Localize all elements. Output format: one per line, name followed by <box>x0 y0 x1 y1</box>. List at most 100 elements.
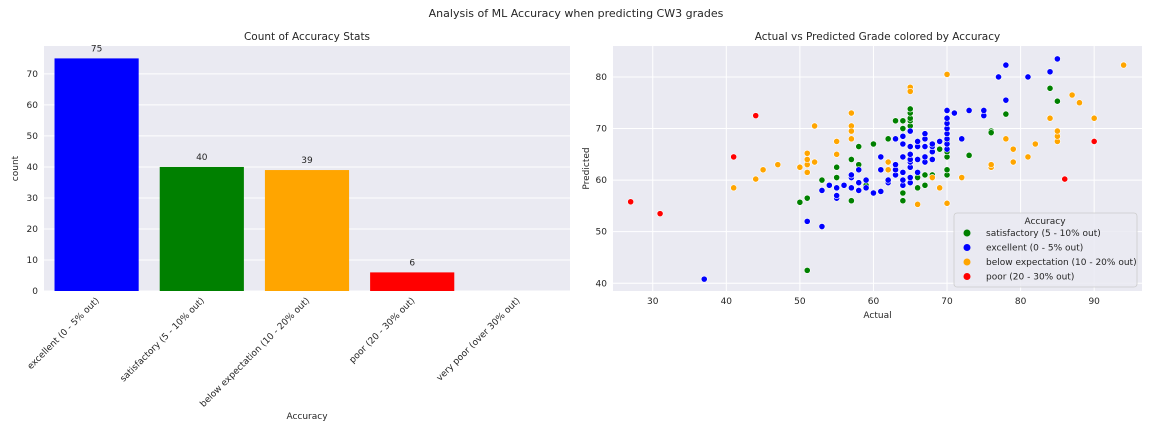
scatter-x-tick-label: 80 <box>1015 297 1027 307</box>
scatter-y-tick-label: 40 <box>596 279 608 289</box>
scatter-point <box>877 188 885 195</box>
scatter-point <box>906 174 914 181</box>
bar-y-tick-label: 70 <box>27 70 39 80</box>
scatter-point <box>1090 138 1098 145</box>
scatter-point <box>1046 84 1054 92</box>
scatter-point <box>833 138 841 145</box>
scatter-point <box>928 174 936 181</box>
bar-x-tick-label: poor (20 - 30% out) <box>348 296 418 366</box>
scatter-point <box>943 107 951 114</box>
scatter-point <box>847 171 855 179</box>
legend-marker <box>963 229 971 237</box>
scatter-y-tick-label: 70 <box>596 125 608 135</box>
bar <box>264 170 350 291</box>
scatter-point <box>921 171 929 179</box>
scatter-chart-title: Actual vs Predicted Grade colored by Acc… <box>755 31 1000 43</box>
scatter-point <box>870 140 877 148</box>
scatter-point <box>899 168 907 176</box>
scatter-point <box>1076 99 1083 107</box>
scatter-point <box>870 189 877 197</box>
scatter-point <box>1053 97 1061 105</box>
scatter-point <box>818 176 826 184</box>
scatter-point <box>877 166 885 174</box>
scatter-point <box>943 114 951 122</box>
scatter-point <box>847 109 855 117</box>
scatter-point <box>833 150 841 158</box>
scatter-point <box>928 156 936 163</box>
scatter-point <box>884 158 892 166</box>
scatter-point <box>1090 114 1098 122</box>
scatter-x-tick-label: 30 <box>647 297 659 307</box>
scatter-point <box>921 143 929 150</box>
scatter-point <box>818 187 826 194</box>
scatter-point <box>987 129 995 137</box>
scatter-point <box>855 179 863 187</box>
scatter-legend: Accuracy satisfactory (5 - 10% out) excel… <box>953 212 1138 288</box>
scatter-point <box>943 199 951 207</box>
scatter-point <box>980 107 988 114</box>
scatter-point <box>965 107 973 114</box>
scatter-point <box>914 168 921 176</box>
scatter-point <box>892 161 899 169</box>
scatter-point <box>958 135 966 143</box>
legend-marker <box>963 258 971 266</box>
scatter-x-ticks: 30 40 50 60 70 80 90 <box>647 297 1100 307</box>
bar <box>370 272 455 291</box>
scatter-point <box>847 156 855 163</box>
scatter-point <box>1053 127 1061 135</box>
legend-marker <box>963 244 971 251</box>
scatter-point <box>1002 110 1010 118</box>
scatter-point <box>921 153 929 161</box>
scatter-point <box>906 87 914 95</box>
scatter-point <box>899 197 907 205</box>
bar-data-label: 75 <box>91 44 102 54</box>
scatter-point <box>1053 55 1061 63</box>
bar-y-tick-label: 10 <box>27 256 39 266</box>
scatter-point <box>803 266 811 274</box>
scatter-point <box>656 210 664 218</box>
scatter-point <box>892 117 899 125</box>
scatter-point <box>847 135 855 143</box>
bar-series <box>54 58 455 292</box>
scatter-point <box>700 275 708 283</box>
bar-data-label: 40 <box>196 153 208 163</box>
scatter-point <box>914 184 921 192</box>
scatter-point <box>627 198 635 206</box>
scatter-series-group <box>730 61 1128 208</box>
bar-y-tick-label: 30 <box>27 194 39 204</box>
scatter-point <box>914 200 921 208</box>
scatter-point <box>811 122 818 130</box>
scatter-point <box>921 130 929 138</box>
scatter-point <box>1061 175 1069 183</box>
scatter-point <box>899 176 907 184</box>
bar-y-ticks: 0 10 20 30 40 50 60 70 <box>27 70 39 297</box>
scatter-x-tick-label: 40 <box>721 297 733 307</box>
bar-x-tick-label: satisfactory (5 - 10% out) <box>119 296 207 384</box>
bar-y-tick-label: 20 <box>27 225 39 235</box>
scatter-point <box>892 135 899 143</box>
legend-box <box>953 212 1138 288</box>
scatter-point <box>825 181 833 189</box>
scatter-point <box>899 140 907 148</box>
bar-chart-title: Count of Accuracy Stats <box>244 31 370 43</box>
scatter-point <box>862 176 870 184</box>
bar-y-tick-label: 40 <box>27 163 39 173</box>
scatter-point <box>796 163 804 171</box>
scatter-y-tick-label: 50 <box>596 228 608 238</box>
scatter-x-axis-label: Actual <box>863 311 891 321</box>
scatter-point <box>943 166 951 174</box>
bar-y-tick-label: 0 <box>32 287 38 297</box>
scatter-point <box>877 153 885 161</box>
scatter-point <box>1120 61 1128 69</box>
scatter-point <box>1009 145 1017 153</box>
scatter-point <box>884 135 892 143</box>
scatter-point <box>899 189 907 197</box>
scatter-point <box>847 127 855 135</box>
scatter-point <box>958 174 966 181</box>
bar-x-tick-label: below expectation (10 - 20% out) <box>199 296 313 410</box>
bar-y-axis-label: count <box>11 155 21 181</box>
scatter-point <box>906 105 914 113</box>
legend-item-label: satisfactory (5 - 10% out) <box>986 229 1101 239</box>
scatter-point <box>752 175 760 183</box>
